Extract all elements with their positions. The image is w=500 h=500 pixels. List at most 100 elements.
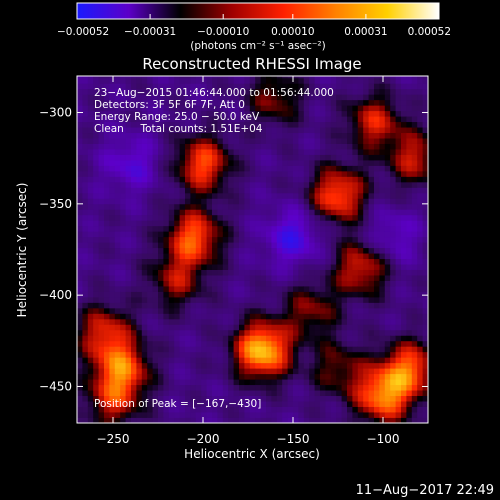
heatmap-cell — [303, 329, 310, 336]
heatmap-cell — [422, 225, 428, 232]
heatmap-cell — [276, 138, 283, 144]
heatmap-cell — [374, 253, 380, 260]
heatmap-cell — [384, 99, 391, 106]
heatmap-cell — [406, 351, 413, 358]
heatmap-cell — [395, 242, 402, 249]
heatmap-cell — [352, 116, 359, 123]
heatmap-cell — [147, 335, 153, 342]
heatmap-cell — [303, 220, 310, 227]
heatmap-cell — [303, 390, 310, 397]
heatmap-cell — [287, 127, 294, 134]
heatmap-cell — [336, 149, 342, 155]
heatmap-cell — [298, 203, 305, 210]
heatmap-cell — [330, 401, 337, 407]
heatmap-cell — [330, 138, 337, 144]
heatmap-cell — [239, 170, 245, 177]
heatmap-cell — [379, 138, 386, 144]
heatmap-cell — [131, 170, 137, 177]
heatmap-cell — [282, 412, 288, 418]
heatmap-cell — [401, 362, 407, 369]
heatmap-cell — [201, 379, 207, 386]
heatmap-cell — [158, 160, 164, 166]
heatmap-cell — [179, 138, 186, 144]
heatmap-cell — [114, 362, 121, 369]
heatmap-cell — [309, 170, 315, 177]
heatmap-cell — [271, 143, 278, 150]
heatmap-cell — [249, 351, 256, 358]
heatmap-cell — [411, 357, 418, 364]
heatmap-cell — [147, 406, 153, 413]
heatmap-cell — [206, 247, 213, 254]
heatmap-cell — [368, 253, 375, 260]
heatmap-cell — [260, 170, 267, 177]
heatmap-cell — [347, 214, 353, 221]
heatmap-cell — [336, 291, 342, 298]
heatmap-cell — [217, 384, 224, 391]
heatmap-cell — [82, 253, 89, 260]
heatmap-cell — [395, 379, 402, 386]
heatmap-cell — [120, 264, 126, 270]
heatmap-cell — [417, 138, 423, 144]
heatmap-cell — [287, 181, 294, 188]
heatmap-cell — [158, 412, 164, 418]
heatmap-cell — [136, 269, 143, 276]
render-timestamp: 11−Aug−2017 22:49 — [356, 483, 494, 498]
heatmap-cell — [136, 198, 143, 205]
heatmap-cell — [368, 286, 375, 292]
heatmap-cell — [260, 127, 267, 134]
heatmap-cell — [163, 335, 170, 342]
heatmap-cell — [341, 160, 348, 166]
heatmap-cell — [104, 302, 110, 309]
heatmap-cell — [417, 357, 423, 364]
heatmap-cell — [395, 269, 402, 276]
heatmap-cell — [293, 242, 299, 249]
heatmap-cell — [114, 258, 121, 265]
heatmap-cell — [390, 307, 396, 314]
heatmap-cell — [298, 154, 305, 161]
heatmap-cell — [336, 181, 342, 188]
heatmap-cell — [336, 220, 342, 227]
heatmap-cell — [109, 220, 116, 227]
heatmap-cell — [179, 412, 186, 418]
heatmap-cell — [249, 275, 256, 281]
heatmap-cell — [422, 231, 428, 238]
heatmap-cell — [125, 417, 132, 423]
heatmap-cell — [82, 280, 89, 287]
heatmap-cell — [195, 269, 202, 276]
heatmap-cell — [374, 127, 380, 134]
heatmap-cell — [271, 324, 278, 331]
heatmap-cell — [185, 401, 191, 407]
heatmap-cell — [120, 181, 126, 188]
heatmap-cell — [82, 76, 89, 79]
heatmap-cell — [255, 165, 261, 172]
heatmap-cell — [401, 209, 407, 216]
heatmap-cell — [239, 340, 245, 347]
heatmap-cell — [109, 209, 116, 216]
heatmap-cell — [195, 94, 202, 101]
heatmap-cell — [131, 88, 137, 95]
heatmap-cell — [336, 269, 342, 276]
heatmap-cell — [249, 76, 256, 79]
heatmap-cell — [276, 296, 283, 303]
heatmap-cell — [271, 94, 278, 101]
heatmap-cell — [179, 302, 186, 309]
heatmap-cell — [82, 247, 89, 254]
heatmap-cell — [131, 286, 137, 292]
heatmap-cell — [255, 170, 261, 177]
heatmap-cell — [87, 94, 94, 101]
heatmap-cell — [147, 236, 153, 243]
heatmap-cell — [271, 99, 278, 106]
heatmap-cell — [195, 340, 202, 347]
heatmap-cell — [401, 76, 407, 79]
heatmap-cell — [422, 346, 428, 353]
heatmap-cell — [293, 83, 299, 90]
heatmap-cell — [325, 242, 332, 249]
heatmap-cell — [276, 242, 283, 249]
heatmap-cell — [293, 121, 299, 128]
heatmap-cell — [244, 160, 251, 166]
heatmap-cell — [141, 154, 148, 161]
heatmap-cell — [401, 127, 407, 134]
heatmap-cell — [390, 329, 396, 336]
heatmap-cell — [411, 307, 418, 314]
heatmap-cell — [282, 170, 288, 177]
